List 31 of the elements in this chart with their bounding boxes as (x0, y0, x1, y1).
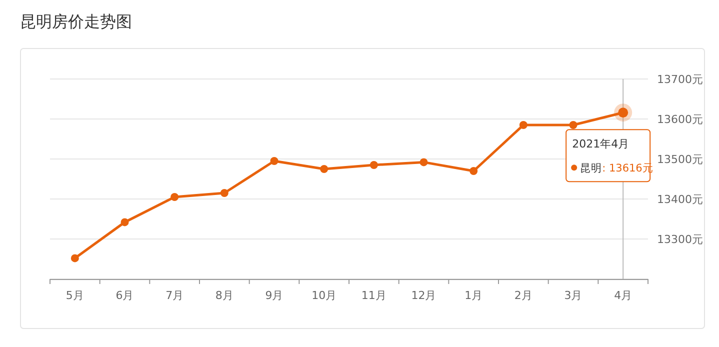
x-tick-label: 7月 (166, 289, 184, 302)
x-tick-label: 1月 (464, 289, 483, 302)
point (270, 157, 278, 165)
point (370, 161, 378, 169)
y-tick-label: 13400元 (657, 193, 703, 206)
x-tick-label: 12月 (411, 289, 436, 302)
point (70, 254, 79, 262)
y-tick-label: 13500元 (657, 153, 703, 166)
x-tick-label: 11月 (361, 289, 386, 302)
x-tick-label: 6月 (116, 289, 134, 302)
point (420, 158, 428, 166)
x-tick-label: 2月 (514, 289, 532, 302)
x-tick-label: 4月 (614, 289, 632, 302)
x-tick-label: 9月 (265, 289, 284, 302)
chart-title: 昆明房价走势图 (20, 12, 132, 31)
point (470, 167, 478, 175)
point (519, 121, 528, 129)
y-tick-label: 13600元 (657, 113, 703, 126)
point (569, 121, 578, 129)
x-tick-label: 3月 (564, 289, 582, 302)
point (170, 193, 179, 201)
x-tick-label: 10月 (312, 289, 337, 302)
point (220, 189, 228, 197)
x-tick-label: 5月 (66, 289, 84, 302)
x-tick-label: 8月 (215, 289, 234, 302)
y-tick-label: 13300元 (657, 233, 703, 246)
point (320, 165, 328, 173)
annotation: 2021年4月 (572, 138, 630, 151)
point (120, 218, 129, 226)
legend-label: 昆明 (580, 162, 602, 175)
y-tick-label: 13700元 (657, 73, 703, 86)
